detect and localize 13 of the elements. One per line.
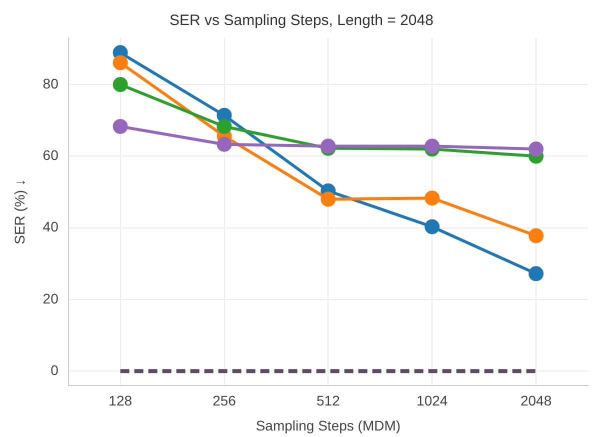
x-tick-label: 256 bbox=[212, 392, 236, 409]
x-tick-label: 1024 bbox=[416, 392, 448, 409]
x-tick-label: 512 bbox=[316, 392, 340, 409]
chart-title: SER vs Sampling Steps, Length = 2048 bbox=[170, 12, 434, 30]
y-tick-label: 0 bbox=[50, 362, 59, 378]
y-axis-title: SER (%) ↓ bbox=[11, 179, 28, 244]
y-tick-label: 20 bbox=[42, 290, 59, 306]
x-tick-label: 2048 bbox=[520, 392, 552, 409]
y-tick-label: 60 bbox=[42, 147, 59, 164]
x-axis-title: Sampling Steps (MDM) bbox=[256, 417, 401, 434]
y-tick-label: 40 bbox=[42, 218, 59, 235]
x-tick-label: 128 bbox=[108, 392, 132, 409]
y-tick-label: 80 bbox=[42, 75, 59, 92]
